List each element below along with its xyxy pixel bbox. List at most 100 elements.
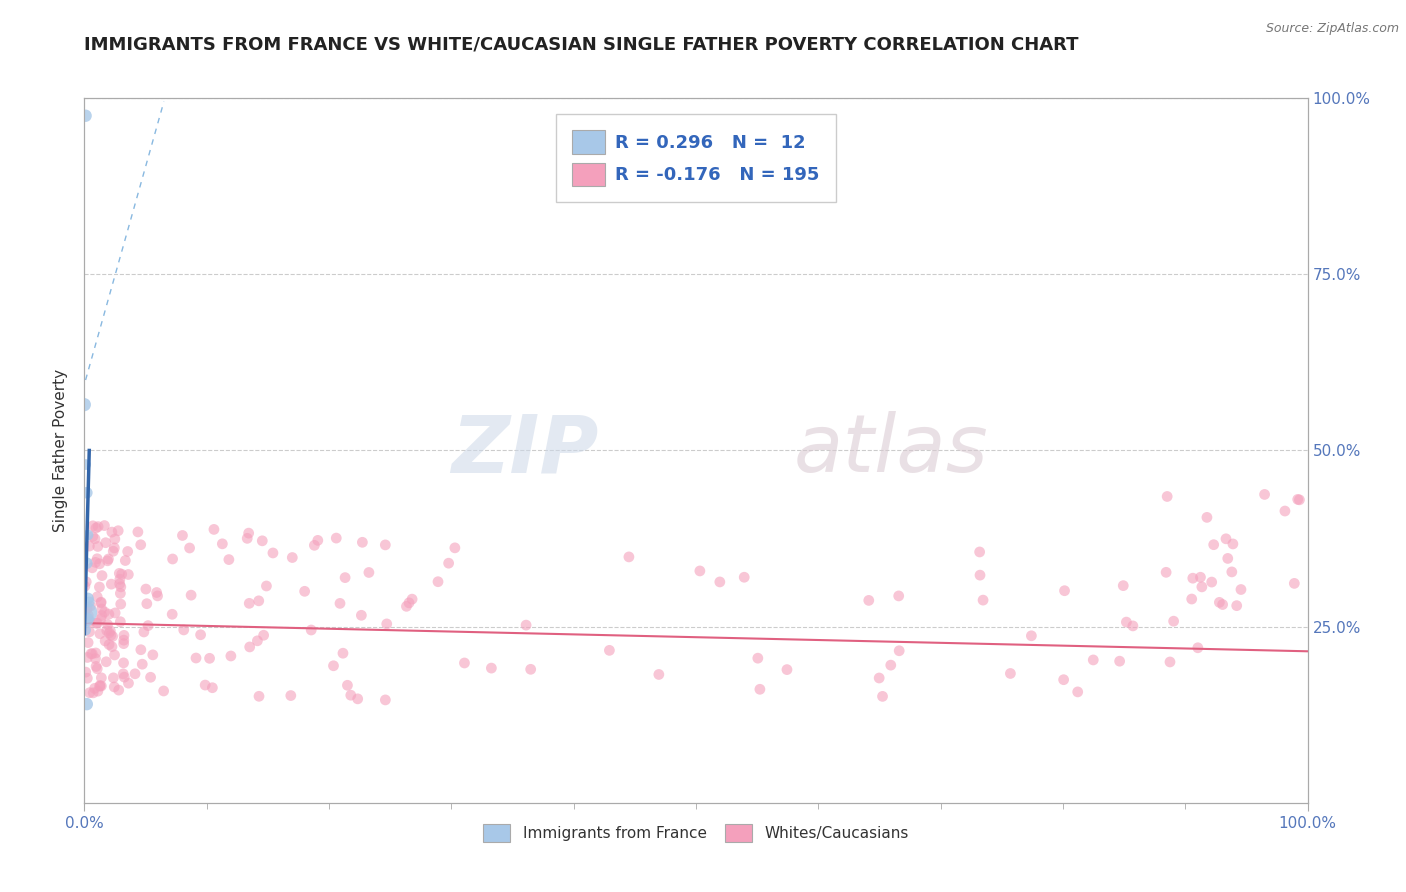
Point [444, 541, 467, 555]
Point [453, 656, 475, 670]
Point [101, 525, 124, 540]
Point [82, 647, 104, 661]
Y-axis label: Single Father Poverty: Single Father Poverty [53, 369, 69, 532]
Point [96, 655, 118, 669]
Point [94, 535, 117, 549]
Point [101, 629, 124, 643]
Point [146, 589, 169, 603]
Point [73, 398, 96, 412]
Point [152, 684, 174, 698]
Point [357, 566, 380, 580]
Point [1220, 565, 1243, 579]
Point [87, 519, 110, 533]
Point [112, 637, 135, 651]
Point [77, 608, 100, 623]
Text: ZIP: ZIP [451, 411, 598, 490]
Point [90, 612, 112, 626]
Point [96, 624, 118, 638]
Point [129, 538, 152, 552]
Point [89, 557, 111, 571]
Point [1226, 599, 1249, 613]
Point [90, 595, 112, 609]
Point [98, 624, 121, 638]
Point [374, 538, 396, 552]
Point [117, 676, 139, 690]
Point [75, 665, 97, 680]
Point [173, 623, 195, 637]
Point [97, 607, 120, 622]
Point [1195, 510, 1218, 524]
Point [329, 596, 352, 610]
Point [776, 663, 799, 677]
Point [1112, 579, 1135, 593]
Point [84, 646, 107, 660]
Point [515, 618, 537, 632]
Point [101, 640, 124, 654]
Point [117, 544, 139, 558]
Point [112, 633, 135, 648]
Point [103, 648, 125, 662]
Point [82, 686, 104, 700]
Point [97, 552, 120, 566]
Point [112, 670, 135, 684]
Point [238, 596, 260, 610]
Point [350, 608, 373, 623]
Point [82, 518, 104, 533]
Point [1083, 653, 1105, 667]
Point [75, 109, 97, 123]
Point [1154, 566, 1177, 580]
Point [89, 626, 111, 640]
Point [437, 556, 460, 570]
Point [76, 650, 98, 665]
Point [129, 642, 152, 657]
Point [89, 679, 111, 693]
Point [114, 553, 136, 567]
Point [77, 528, 100, 542]
Point [598, 643, 620, 657]
Point [519, 662, 541, 676]
Point [107, 524, 129, 538]
Point [84, 651, 107, 665]
Point [90, 602, 112, 616]
Point [86, 551, 108, 566]
Point [76, 697, 98, 711]
Point [747, 651, 769, 665]
Point [79, 539, 101, 553]
Point [110, 580, 132, 594]
Point [75, 458, 97, 472]
Point [76, 613, 98, 627]
Legend: Immigrants from France, Whites/Caucasians: Immigrants from France, Whites/Caucasian… [477, 818, 915, 848]
Point [294, 584, 316, 599]
Point [969, 568, 991, 582]
Point [1021, 629, 1043, 643]
Point [135, 582, 157, 596]
Point [307, 533, 329, 548]
Point [247, 594, 270, 608]
Point [733, 570, 755, 584]
Point [110, 586, 132, 600]
Point [77, 635, 100, 649]
Point [76, 601, 98, 615]
Point [82, 561, 104, 575]
Point [86, 616, 108, 631]
Point [87, 540, 110, 554]
Point [98, 638, 121, 652]
Point [246, 633, 269, 648]
Point [398, 596, 420, 610]
Point [1163, 614, 1185, 628]
Point [179, 541, 201, 555]
Point [1108, 654, 1130, 668]
Point [401, 592, 423, 607]
Point [103, 680, 125, 694]
Point [332, 646, 354, 660]
Point [1156, 490, 1178, 504]
Point [352, 535, 374, 549]
Text: atlas: atlas [794, 411, 988, 490]
Point [112, 656, 135, 670]
Point [1212, 598, 1234, 612]
Point [110, 615, 132, 629]
Point [96, 554, 118, 568]
Point [339, 688, 361, 702]
Point [648, 667, 671, 681]
Point [1288, 492, 1310, 507]
